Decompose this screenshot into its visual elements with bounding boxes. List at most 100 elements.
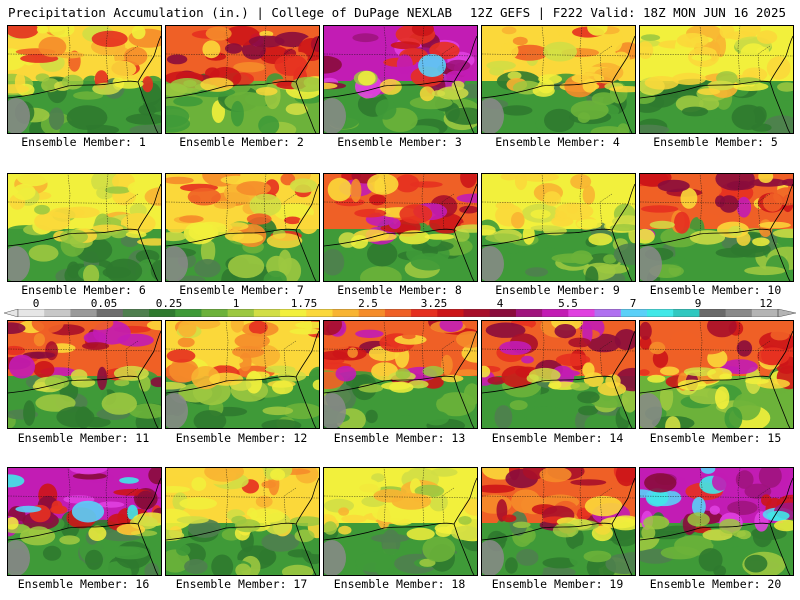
colorbar-label: 5.5 [558, 297, 578, 310]
ensemble-member-map [7, 467, 162, 576]
ensemble-member-map [639, 173, 794, 282]
ensemble-member-label: Ensemble Member: 6 [21, 283, 146, 297]
precip-field [8, 26, 161, 133]
ensemble-member-label: Ensemble Member: 11 [17, 431, 150, 445]
state-borders [324, 321, 477, 382]
colorbar-swatch [594, 309, 622, 317]
precip-field [324, 321, 477, 428]
ensemble-member-map [165, 320, 320, 429]
precip-field [482, 26, 635, 133]
ensemble-member-map [165, 467, 320, 576]
colorbar-swatch [620, 309, 648, 317]
ensemble-member-map [481, 467, 636, 576]
precip-field [166, 26, 319, 133]
precip-field [324, 174, 477, 281]
colorbar-swatch [175, 309, 202, 317]
precip-field [640, 174, 793, 281]
colorbar-swatch [725, 309, 753, 317]
colorbar-label: 12 [759, 297, 773, 310]
colorbar-swatch [70, 309, 98, 317]
precip-field [166, 321, 319, 428]
colorbar-swatch [227, 309, 255, 317]
map-title: Precipitation Accumulation (in.) | Colle… [8, 5, 453, 20]
ensemble-member-label: Ensemble Member: 7 [179, 283, 304, 297]
colorbar-swatch [463, 309, 491, 317]
ensemble-member-map [639, 467, 794, 576]
ensemble-member-label: Ensemble Member: 12 [175, 431, 308, 445]
precip-field [482, 174, 635, 281]
state-borders [640, 26, 793, 87]
colorbar-swatch [253, 309, 281, 317]
ensemble-member-map [323, 320, 478, 429]
colorbar-swatch [122, 309, 150, 317]
ensemble-member-label: Ensemble Member: 14 [491, 431, 624, 445]
ensemble-member-map [481, 25, 636, 134]
state-borders [8, 321, 161, 382]
colorbar-swatch [358, 309, 386, 317]
colorbar-swatch [306, 309, 333, 317]
state-borders [166, 174, 319, 235]
colorbar-swatch [437, 309, 465, 317]
colorbar-label: 9 [694, 297, 702, 310]
state-borders [482, 468, 635, 529]
colorbar-swatch [751, 309, 779, 317]
ensemble-member-map [165, 25, 320, 134]
ensemble-member-map [323, 467, 478, 576]
precip-field [640, 321, 793, 428]
state-borders [8, 26, 161, 87]
colorbar-label: 1 [232, 297, 240, 310]
state-borders [166, 468, 319, 529]
precip-field [166, 468, 319, 575]
ensemble-member-label: Ensemble Member: 1 [21, 135, 146, 149]
ensemble-member-map [639, 25, 794, 134]
precip-field [482, 468, 635, 575]
precip-field [640, 26, 793, 133]
state-borders [482, 321, 635, 382]
ensemble-member-label: Ensemble Member: 4 [495, 135, 620, 149]
ensemble-member-map [165, 173, 320, 282]
ensemble-member-label: Ensemble Member: 17 [175, 577, 308, 591]
ensemble-member-label: Ensemble Member: 20 [649, 577, 782, 591]
colorbar-swatch [280, 309, 307, 317]
colorbar-label: 0.25 [155, 297, 183, 310]
colorbar-swatch [44, 309, 71, 317]
ensemble-member-label: Ensemble Member: 16 [17, 577, 150, 591]
colorbar-min-arrow [4, 309, 19, 317]
ensemble-member-label: Ensemble Member: 3 [337, 135, 462, 149]
state-borders [324, 174, 477, 235]
ensemble-member-label: Ensemble Member: 15 [649, 431, 782, 445]
colorbar-swatch [332, 309, 360, 317]
colorbar-label: 4 [496, 297, 504, 310]
colorbar-label: 1.75 [290, 297, 318, 310]
colorbar-label: 0.05 [90, 297, 118, 310]
state-borders [324, 26, 477, 87]
precip-field [8, 321, 161, 428]
state-borders [8, 174, 161, 235]
ensemble-member-label: Ensemble Member: 19 [491, 577, 624, 591]
ensemble-member-label: Ensemble Member: 2 [179, 135, 304, 149]
colorbar-swatch [149, 309, 176, 317]
colorbar-max-arrow [777, 309, 796, 317]
ensemble-member-map [7, 320, 162, 429]
ensemble-member-label: Ensemble Member: 8 [337, 283, 462, 297]
ensemble-member-label: Ensemble Member: 13 [333, 431, 466, 445]
colorbar-swatch [568, 309, 596, 317]
precip-field [324, 26, 477, 133]
ensemble-member-map [481, 320, 636, 429]
state-borders [482, 174, 635, 235]
state-borders [640, 174, 793, 235]
precip-field [8, 174, 161, 281]
colorbar-swatch [18, 309, 45, 317]
state-borders [482, 26, 635, 87]
colorbar-swatch [411, 309, 438, 317]
precip-field [166, 174, 319, 281]
ensemble-member-map [7, 173, 162, 282]
colorbar-swatch [673, 309, 700, 317]
ensemble-member-label: Ensemble Member: 9 [495, 283, 620, 297]
ensemble-member-map [481, 173, 636, 282]
colorbar: 0 0.05 0.25 1 1.75 2.5 3.25 4 5.5 7 9 12 [4, 297, 796, 319]
ensemble-member-label: Ensemble Member: 10 [649, 283, 782, 297]
ensemble-member-label: Ensemble Member: 18 [333, 577, 466, 591]
ensemble-member-map [323, 25, 478, 134]
precip-field [640, 468, 793, 575]
